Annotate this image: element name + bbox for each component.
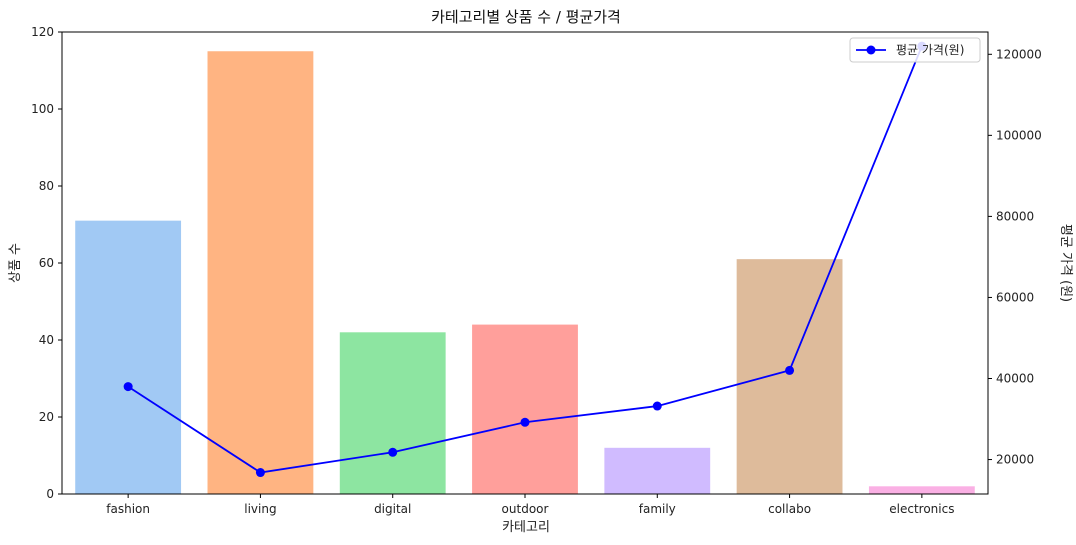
- bar-living: [207, 51, 314, 494]
- y2-tick-label: 120000: [996, 47, 1042, 61]
- legend-marker: [866, 45, 876, 55]
- y-axis-label: 상품 수: [8, 243, 23, 283]
- y-tick-label: 60: [39, 256, 54, 270]
- x-tick-label: digital: [374, 502, 411, 516]
- bar-collabo: [736, 259, 843, 494]
- x-tick-label: family: [639, 502, 676, 516]
- y-tick-label: 40: [39, 333, 54, 347]
- bar-electronics: [868, 486, 975, 494]
- y2-tick-label: 60000: [996, 290, 1034, 304]
- x-tick-label: electronics: [889, 502, 954, 516]
- avg-price-point-collabo: [785, 365, 795, 375]
- x-tick-label: collabo: [768, 502, 811, 516]
- y2-tick-label: 100000: [996, 128, 1042, 142]
- y2-tick-label: 20000: [996, 453, 1034, 467]
- y-tick-label: 120: [31, 25, 54, 39]
- bar-outdoor: [472, 324, 578, 494]
- legend-label: 평균 가격(원): [896, 43, 964, 57]
- x-tick-label: living: [244, 502, 276, 516]
- bar-family: [604, 447, 711, 494]
- avg-price-point-fashion: [123, 382, 133, 392]
- x-tick-label: fashion: [106, 502, 150, 516]
- y-tick-label: 80: [39, 179, 54, 193]
- avg-price-point-family: [652, 401, 662, 411]
- y-tick-label: 20: [39, 410, 54, 424]
- y-tick-label: 100: [31, 102, 54, 116]
- avg-price-point-outdoor: [520, 417, 530, 427]
- legend: 평균 가격(원): [849, 37, 981, 63]
- x-tick-label: outdoor: [502, 502, 549, 516]
- legend-box: [849, 37, 981, 63]
- y2-tick-label: 40000: [996, 372, 1034, 386]
- bar-fashion: [75, 220, 182, 494]
- avg-price-point-living: [255, 468, 265, 478]
- chart-title: 카테고리별 상품 수 / 평균가격: [431, 8, 621, 26]
- y-tick-label: 0: [46, 487, 54, 501]
- x-axis-label: 카테고리: [502, 520, 550, 535]
- y2-tick-label: 80000: [996, 209, 1034, 223]
- bar-digital: [339, 332, 446, 494]
- avg-price-point-digital: [388, 447, 398, 457]
- y2-axis-label: 평균 가격 (원): [1058, 224, 1073, 302]
